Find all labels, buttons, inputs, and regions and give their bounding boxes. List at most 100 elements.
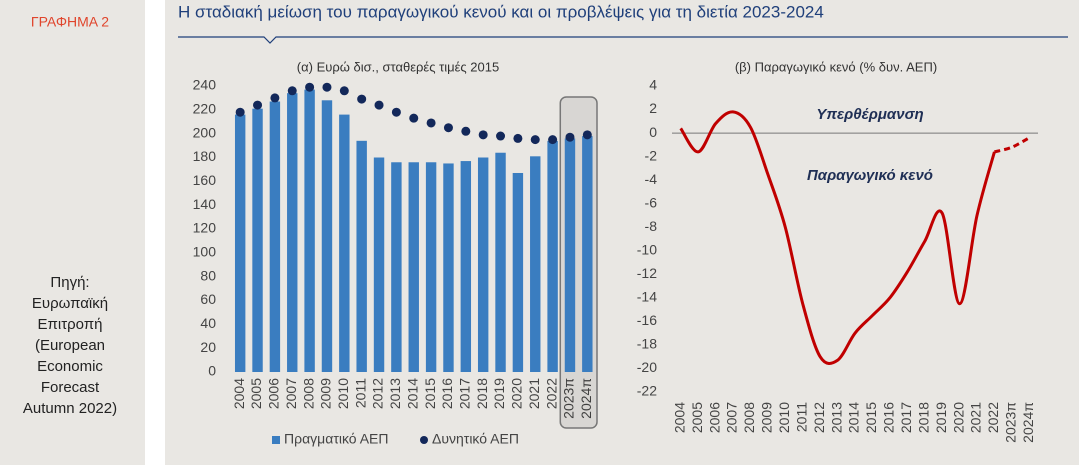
x-tick-label: 2015 <box>863 402 879 433</box>
source-line: Economic <box>37 358 103 375</box>
bar <box>321 100 333 373</box>
bar <box>564 138 576 372</box>
bar <box>443 163 454 372</box>
bar <box>425 162 437 372</box>
y-tick-label: 20 <box>200 339 216 355</box>
bar <box>234 114 246 372</box>
x-tick-label: 2024π <box>1020 402 1036 443</box>
bar <box>252 108 263 373</box>
dot <box>391 107 401 117</box>
y-tick-label: 240 <box>193 77 217 93</box>
legend-swatch <box>420 436 428 444</box>
x-tick-label: 2007 <box>283 378 299 409</box>
sidebar <box>0 0 145 465</box>
source-line: Πηγή: <box>50 274 89 291</box>
x-tick-label: 2010 <box>776 402 792 433</box>
dot <box>287 86 297 96</box>
x-tick-label: 2005 <box>689 402 705 433</box>
y-tick-label: -4 <box>645 171 658 187</box>
title: Η σταδιακή μείωση του παραγωγικού κενού … <box>178 2 824 21</box>
title-rule <box>178 36 1068 44</box>
x-tick-label: 2004 <box>671 402 687 433</box>
y-tick-label: 0 <box>649 124 657 140</box>
annotation: Υπερθέρμανση <box>816 106 923 123</box>
dot <box>235 107 245 117</box>
x-tick-label: 2023π <box>561 378 577 419</box>
y-tick-label: 220 <box>193 101 217 117</box>
dot <box>513 133 523 143</box>
dot <box>409 113 419 123</box>
y-tick-label: -18 <box>637 336 657 352</box>
x-tick-label: 2008 <box>300 378 316 409</box>
y-tick-label: -2 <box>645 147 658 163</box>
dot <box>565 132 575 142</box>
dot <box>582 130 592 140</box>
x-tick-label: 2017 <box>457 378 473 409</box>
x-tick-label: 2017 <box>898 402 914 433</box>
y-tick-label: 160 <box>193 172 217 188</box>
x-tick-label: 2020 <box>950 402 966 433</box>
dot <box>426 118 436 128</box>
y-tick-label: -22 <box>637 383 657 399</box>
x-tick-label: 2011 <box>352 378 368 408</box>
legend-label: Πραγματικό ΑΕΠ <box>284 431 389 447</box>
source-line: (European <box>35 337 105 354</box>
x-tick-label: 2016 <box>439 378 455 409</box>
bar <box>530 156 541 372</box>
line <box>994 136 1031 154</box>
dot <box>339 86 349 96</box>
y-tick-label: -16 <box>637 312 657 328</box>
sidebar-label: ΓΡΑΦΗΜΑ 2 <box>31 14 109 30</box>
bar <box>408 162 419 372</box>
y-tick-label: 180 <box>193 148 217 164</box>
y-tick-label: 2 <box>649 100 657 116</box>
x-tick-label: 2008 <box>741 402 757 433</box>
dot <box>322 82 332 92</box>
bar <box>304 89 315 372</box>
x-tick-label: 2012 <box>370 378 386 409</box>
source-line: Επιτροπή <box>38 316 103 333</box>
bar <box>269 101 281 372</box>
x-tick-label: 2014 <box>846 402 862 433</box>
x-tick-label: 2020 <box>509 378 525 409</box>
y-tick-label: 100 <box>193 244 217 260</box>
x-tick-label: 2023π <box>1003 402 1019 443</box>
source-line: Ευρωπαϊκή <box>32 295 108 312</box>
y-tick-label: 60 <box>200 291 216 307</box>
x-tick-label: 2021 <box>968 402 984 433</box>
source-line: Autumn 2022) <box>23 400 117 417</box>
x-tick-label: 2019 <box>491 378 507 409</box>
bar <box>356 140 367 372</box>
x-tick-label: 2013 <box>828 402 844 433</box>
bar <box>287 93 298 373</box>
x-tick-label: 2006 <box>706 402 722 433</box>
x-tick-label: 2013 <box>387 378 403 409</box>
dot <box>305 82 315 92</box>
x-tick-label: 2022 <box>543 378 559 409</box>
y-tick-label: 200 <box>193 124 217 140</box>
y-tick-label: -6 <box>645 194 658 210</box>
panel <box>165 0 1079 465</box>
x-tick-label: 2010 <box>335 378 351 409</box>
x-tick-label: 2019 <box>933 402 949 433</box>
bar <box>391 162 402 372</box>
bar <box>373 157 385 372</box>
x-tick-label: 2011 <box>793 402 809 432</box>
y-tick-label: -12 <box>637 265 657 281</box>
y-tick-label: -8 <box>645 218 658 234</box>
source-line: Forecast <box>41 379 100 396</box>
y-tick-label: 120 <box>193 220 217 236</box>
x-tick-label: 2007 <box>724 402 740 433</box>
x-tick-label: 2021 <box>526 378 542 409</box>
chart-title: (β) Παραγωγικό κενό (% δυν. ΑΕΠ) <box>735 59 937 74</box>
y-tick-label: -14 <box>637 289 657 305</box>
dot <box>443 123 453 133</box>
annotation: Παραγωγικό κενό <box>807 167 933 184</box>
legend-label: Δυνητικό ΑΕΠ <box>432 431 519 447</box>
bar <box>477 157 489 372</box>
x-tick-label: 2005 <box>248 378 264 409</box>
bar <box>512 172 524 372</box>
dot <box>530 135 540 145</box>
x-tick-label: 2012 <box>811 402 827 433</box>
bar <box>460 161 472 372</box>
